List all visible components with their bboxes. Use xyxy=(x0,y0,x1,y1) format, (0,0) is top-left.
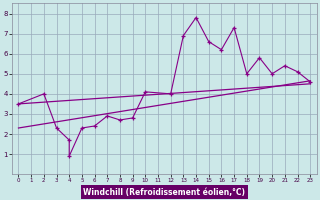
X-axis label: Windchill (Refroidissement éolien,°C): Windchill (Refroidissement éolien,°C) xyxy=(83,188,245,197)
